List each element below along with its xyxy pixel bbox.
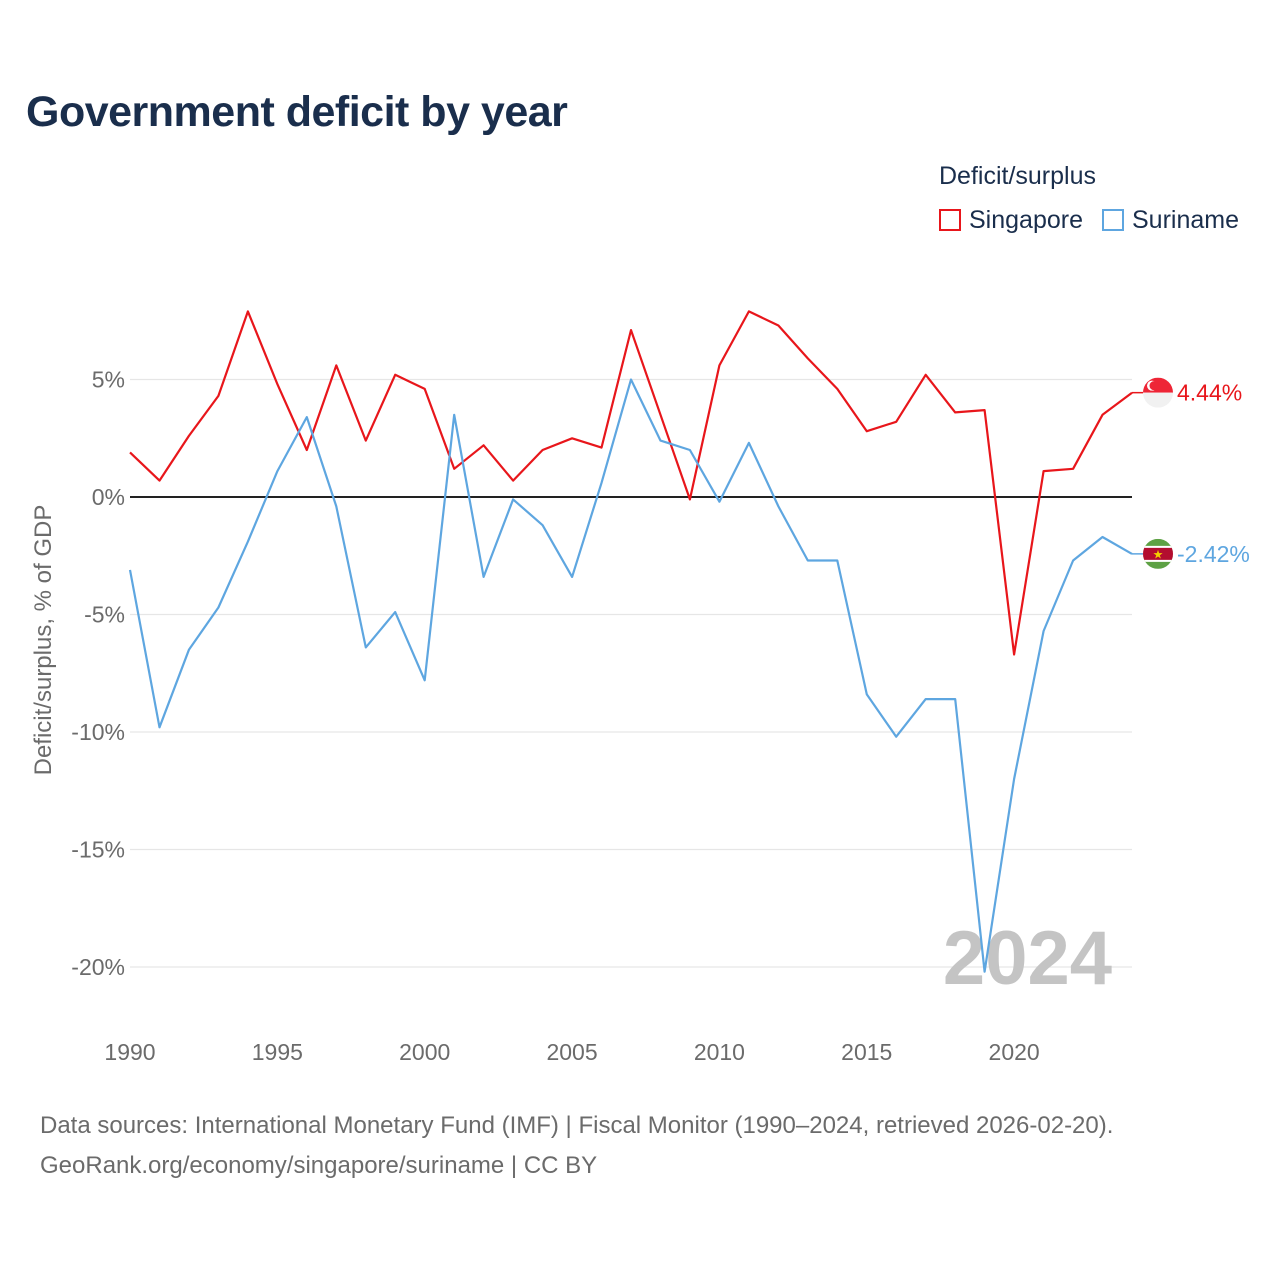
year-watermark: 2024	[943, 916, 1112, 1001]
x-tick-label: 1995	[252, 1039, 303, 1065]
singapore-flag-icon	[1143, 377, 1173, 408]
end-value-label-singapore: 4.44%	[1177, 380, 1242, 406]
x-tick-label: 2015	[841, 1039, 892, 1065]
series-lines	[128, 310, 1133, 973]
source-line-1: Data sources: International Monetary Fun…	[40, 1112, 1114, 1139]
y-tick-label: 5%	[92, 367, 125, 393]
x-tick-label: 1990	[104, 1039, 155, 1065]
series-line-singapore	[129, 310, 1133, 656]
suriname-flag-icon: ★	[1143, 538, 1173, 569]
x-tick-label: 2005	[546, 1039, 597, 1065]
legend-item-singapore[interactable]: Singapore	[939, 205, 1083, 235]
legend-item-suriname[interactable]: Suriname	[1102, 205, 1239, 235]
legend-title: Deficit/surplus	[939, 162, 1096, 190]
x-tick-label: 2020	[989, 1039, 1040, 1065]
x-tick-label: 2010	[694, 1039, 745, 1065]
legend-swatch-suriname	[1102, 209, 1124, 231]
y-tick-label: -10%	[71, 719, 125, 745]
y-tick-label: -5%	[84, 602, 125, 628]
legend-label-suriname: Suriname	[1132, 205, 1239, 234]
y-tick-label: -20%	[71, 954, 125, 980]
y-tick-labels: 5% 0% -5% -10% -15% -20%	[71, 367, 125, 981]
x-tick-labels: 1990 1995 2000 2005 2010 2015 2020	[104, 1039, 1039, 1065]
svg-text:★: ★	[1153, 547, 1164, 561]
legend-label-singapore: Singapore	[969, 205, 1083, 234]
chart-title: Government deficit by year	[26, 88, 568, 136]
y-tick-label: -15%	[71, 837, 125, 863]
source-note: Data sources: International Monetary Fun…	[40, 1106, 1113, 1186]
x-tick-label: 2000	[399, 1039, 450, 1065]
series-line-suriname	[128, 378, 1133, 973]
y-axis-label: Deficit/surplus, % of GDP	[30, 505, 57, 776]
end-value-label-suriname: -2.42%	[1177, 541, 1250, 567]
grid-lines	[130, 378, 1132, 968]
y-tick-label: 0%	[92, 484, 125, 510]
source-line-2: GeoRank.org/economy/singapore/suriname |…	[40, 1152, 598, 1179]
legend-swatch-singapore	[939, 209, 961, 231]
end-markers: 4.44% ★ -2.42%	[1132, 377, 1250, 569]
